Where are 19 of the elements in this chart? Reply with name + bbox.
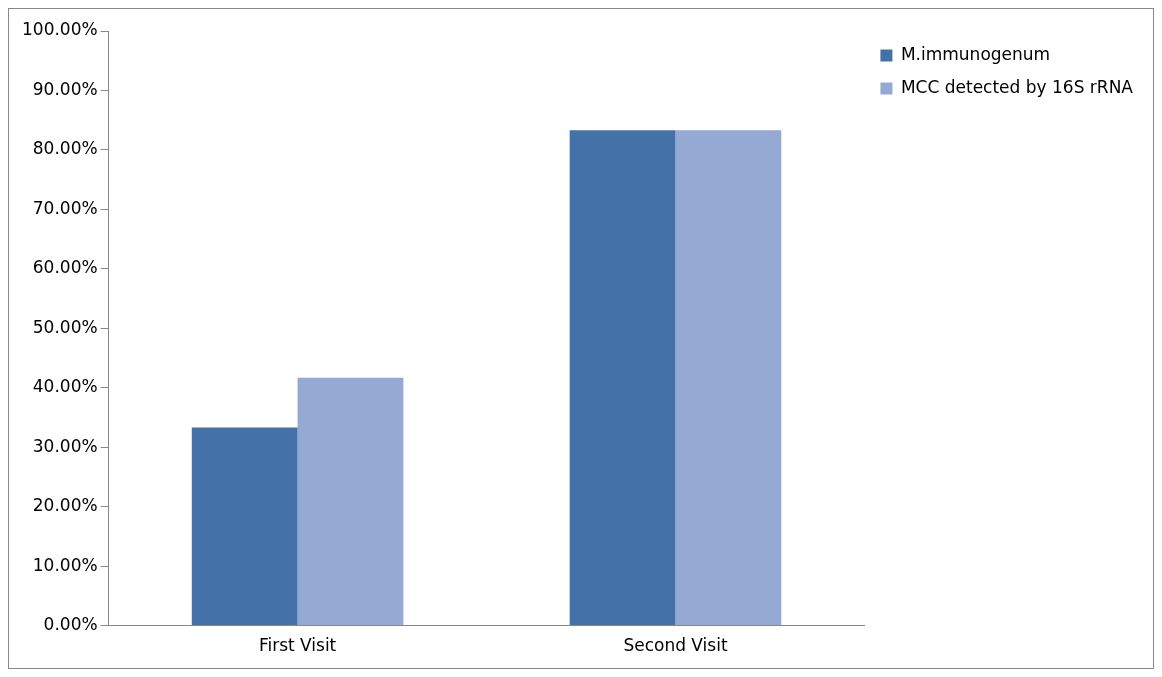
y-tick-label: 10.00% [32, 554, 98, 575]
x-tick-label: Second Visit [623, 635, 728, 656]
y-tick-label: 20.00% [32, 495, 98, 516]
y-tick-label: 70.00% [32, 197, 98, 218]
y-tick-label: 0.00% [43, 614, 98, 635]
bar [297, 377, 404, 626]
y-tick-label: 80.00% [32, 138, 98, 159]
y-tick-label: 30.00% [32, 435, 98, 456]
bar [675, 130, 782, 626]
y-tick-label: 40.00% [32, 376, 98, 397]
y-tick-label: 100.00% [22, 19, 98, 40]
bar [569, 130, 676, 626]
y-tick-label: 60.00% [32, 257, 98, 278]
legend-label: MCC detected by 16S rRNA [900, 76, 1134, 97]
bar [191, 427, 298, 626]
y-tick-label: 90.00% [32, 78, 98, 99]
x-tick-label: First Visit [258, 635, 337, 656]
y-tick-label: 50.00% [32, 316, 98, 337]
legend-label: M.immunogenum [900, 43, 1051, 64]
